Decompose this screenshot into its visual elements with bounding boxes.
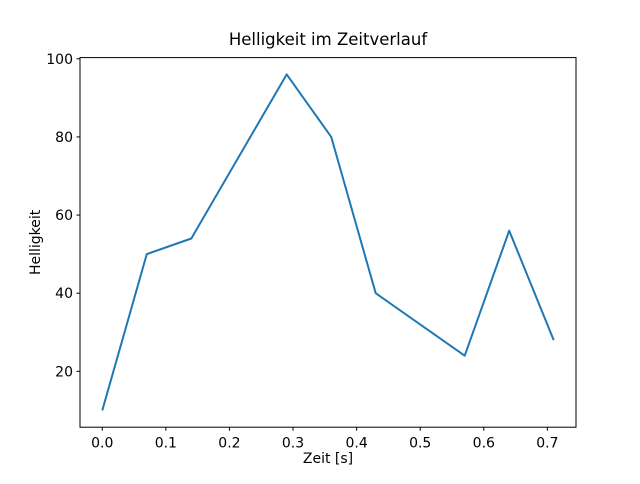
y-tick-label: 40 — [55, 286, 73, 302]
x-axis-label: Zeit [s] — [303, 451, 353, 467]
x-tick-label: 0.7 — [536, 436, 558, 452]
x-tick-label: 0.5 — [409, 436, 431, 452]
y-tick-label: 80 — [55, 130, 73, 146]
x-tick-label: 0.6 — [473, 436, 495, 452]
x-tick-label: 0.3 — [282, 436, 304, 452]
plot-border — [79, 57, 577, 428]
x-tick-label: 0.2 — [218, 436, 240, 452]
plot-area: 0.0 0.1 0.2 0.3 0.4 0.5 0.6 0.7 20 40 60 80 100 — [46, 52, 577, 452]
x-tick-label: 0.0 — [91, 436, 113, 452]
x-tick-label: 0.4 — [345, 436, 367, 452]
y-tick-label: 60 — [55, 208, 73, 224]
y-axis-label: Helligkeit — [28, 209, 44, 275]
y-tick-label: 100 — [46, 52, 73, 68]
data-line — [101, 73, 555, 411]
x-tick-label: 0.1 — [155, 436, 177, 452]
y-tick-label: 20 — [55, 364, 73, 380]
chart-title: Helligkeit im Zeitverlauf — [229, 30, 428, 49]
